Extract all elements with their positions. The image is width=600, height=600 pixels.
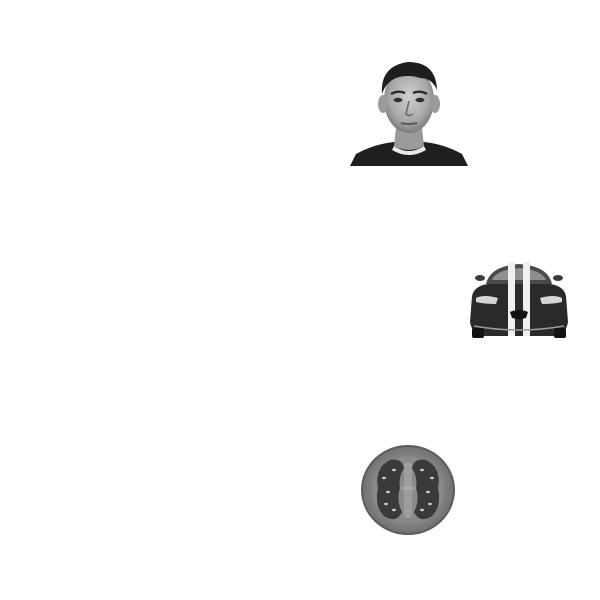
- tomato-photo-icon: [361, 445, 455, 535]
- car-photo-icon: [470, 262, 568, 338]
- face-photo-icon: [350, 62, 468, 166]
